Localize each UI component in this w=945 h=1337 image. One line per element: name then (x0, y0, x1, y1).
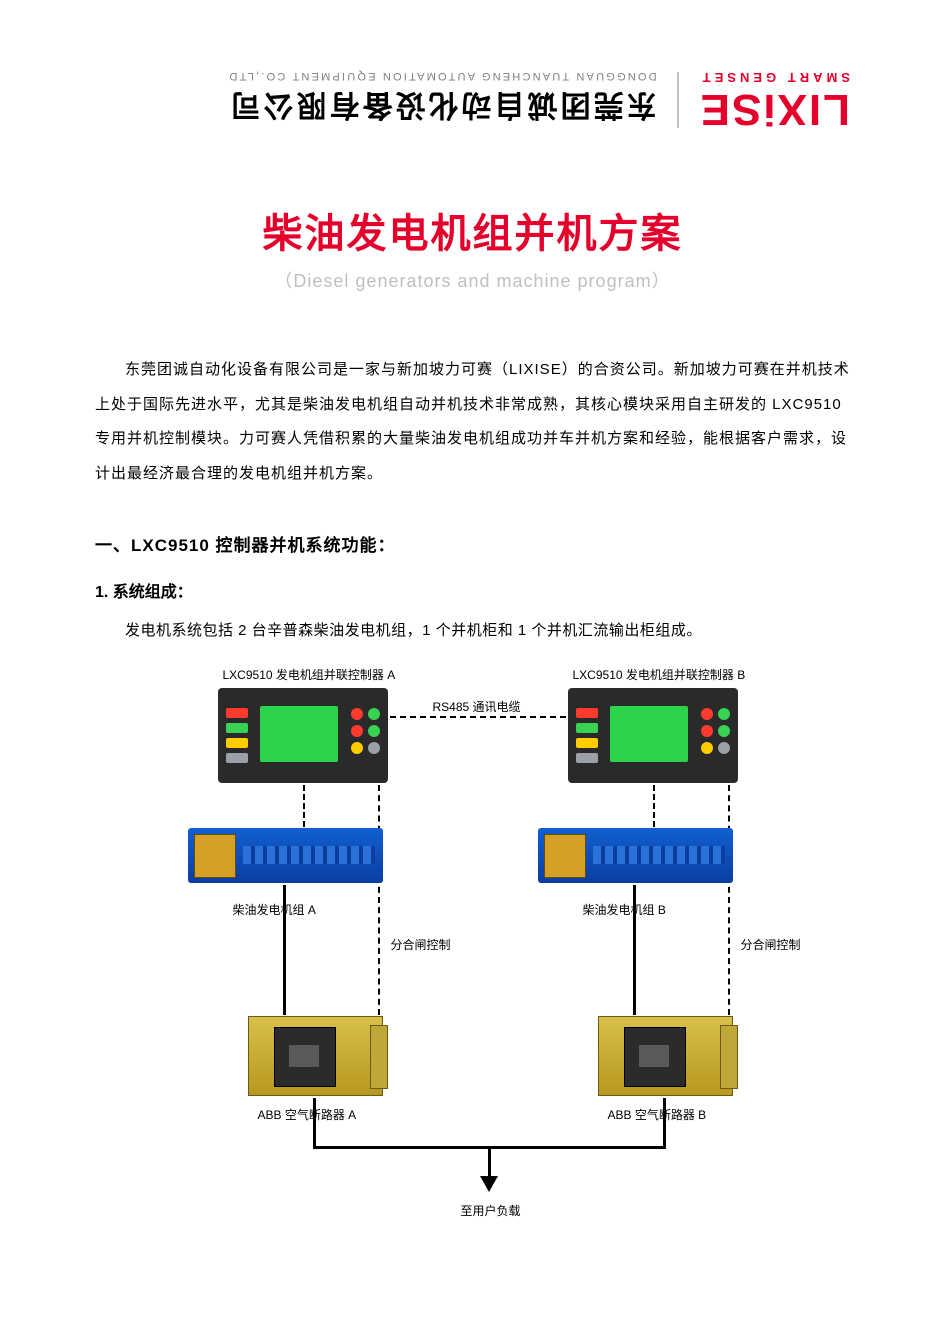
label-output: 至用户负载 (461, 1202, 521, 1219)
intro-paragraph: 东莞团诚自动化设备有限公司是一家与新加坡力可赛（LIXISE）的合资公司。新加坡… (95, 353, 850, 491)
company-header: LIXiSE SMART GENSET 东莞团诚自动化设备有限公司 DONGGU… (95, 70, 850, 131)
header-divider (677, 73, 679, 129)
controller-a-left-buttons (226, 708, 248, 763)
logo-tagline: SMART GENSET (699, 70, 850, 85)
label-generator-b: 柴油发电机组 B (583, 901, 666, 918)
document-title: 柴油发电机组并机方案 (95, 201, 850, 259)
breaker-a-down (313, 1098, 316, 1148)
label-switch-ctrl-b: 分合闸控制 (741, 936, 801, 953)
ctrl-b-to-gen (653, 785, 655, 827)
controller-b (568, 688, 738, 783)
section-1-sub1: 1. 系统组成： (95, 578, 850, 602)
ctrl-b-to-breaker (728, 785, 730, 1015)
company-name-cn: 东莞团诚自动化设备有限公司 (227, 87, 656, 131)
gen-b-to-breaker-line (633, 885, 636, 1015)
label-generator-a: 柴油发电机组 A (233, 901, 316, 918)
label-rs485-cable: RS485 通讯电缆 (433, 698, 521, 715)
section-1-line1: 发电机系统包括 2 台辛普森柴油发电机组，1 个并机柜和 1 个并机汇流输出柜组… (95, 616, 850, 646)
system-diagram: LXC9510 发电机组并联控制器 A LXC9510 发电机组并联控制器 B … (103, 666, 843, 1226)
label-breaker-a: ABB 空气断路器 A (258, 1106, 357, 1123)
generator-b (538, 828, 733, 883)
label-controller-a: LXC9510 发电机组并联控制器 A (223, 666, 396, 683)
section-1-heading: 一、LXC9510 控制器并机系统功能： (95, 531, 850, 556)
company-name-en: DONGGUAN TUANCHENG AUTOMATION EQUIPMENT … (227, 71, 656, 83)
output-arrow-icon (480, 1176, 498, 1192)
breaker-b-down (663, 1098, 666, 1148)
ctrl-a-to-gen (303, 785, 305, 827)
controller-a-right-buttons (351, 708, 380, 754)
logo-text: LIXiSE (699, 87, 850, 131)
controller-b-left-buttons (576, 708, 598, 763)
label-switch-ctrl-a: 分合闸控制 (391, 936, 451, 953)
controller-a (218, 688, 388, 783)
cable-line (390, 716, 566, 718)
breaker-b (598, 1016, 733, 1096)
label-controller-b: LXC9510 发电机组并联控制器 B (573, 666, 746, 683)
gen-a-to-breaker-line (283, 885, 286, 1015)
generator-a (188, 828, 383, 883)
document-subtitle: （Diesel generators and machine program） (95, 267, 850, 293)
ctrl-a-to-breaker (378, 785, 380, 1015)
output-down (488, 1146, 491, 1178)
breaker-a (248, 1016, 383, 1096)
label-breaker-b: ABB 空气断路器 B (608, 1106, 707, 1123)
controller-b-right-buttons (701, 708, 730, 754)
